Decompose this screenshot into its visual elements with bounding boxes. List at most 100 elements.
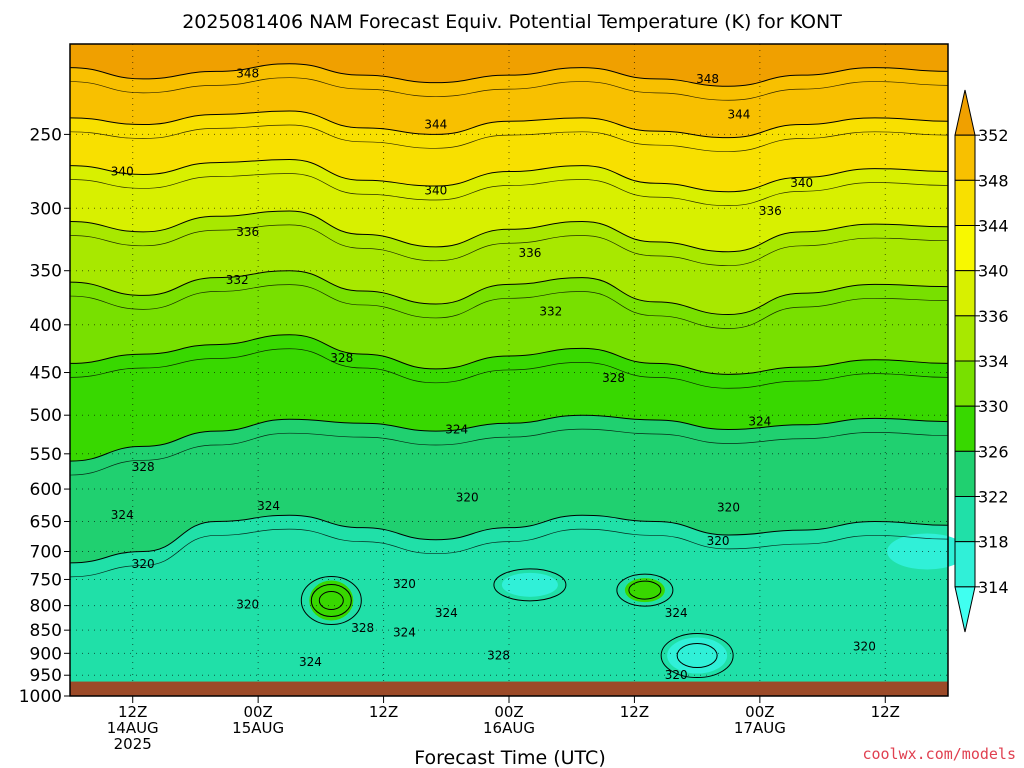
contour-label-0: 348 — [236, 66, 259, 80]
contour-label-5: 340 — [424, 183, 447, 197]
colorbar-seg-3 — [954, 225, 976, 272]
colorbar-cap-top — [954, 89, 976, 136]
x-tick-label-54-0: 12Z — [620, 703, 649, 721]
x-tick-label-18-0: 00Z — [243, 703, 272, 721]
y-tick-label-550: 550 — [30, 445, 62, 465]
contour-layer — [69, 63, 949, 679]
y-tick-label-900: 900 — [30, 644, 62, 664]
contour-332 — [69, 270, 949, 316]
contour-label-30: 328 — [487, 649, 510, 663]
y-tick-label-800: 800 — [30, 597, 62, 617]
y-tick-label-850: 850 — [30, 621, 62, 641]
closed-contour-5 — [493, 568, 567, 602]
contour-label-1: 348 — [696, 72, 719, 86]
plot-fill-layer — [70, 44, 968, 697]
colorbar-seg-9 — [954, 496, 976, 543]
y-tick-label-250: 250 — [30, 125, 62, 145]
contour-label-20: 320 — [717, 501, 740, 515]
contour-label-12: 328 — [330, 351, 353, 365]
contour-label-15: 324 — [748, 415, 771, 429]
contour-label-18: 324 — [257, 499, 280, 513]
x-tick-label-66-1: 17AUG — [734, 719, 786, 737]
contour-minor-328 — [69, 348, 949, 389]
colorbar-cap-bottom — [954, 586, 976, 633]
colorbar-label-314: 314 — [978, 578, 1009, 597]
colorbar-seg-2 — [954, 179, 976, 226]
contour-label-27: 324 — [393, 626, 416, 640]
contour-label-11: 332 — [539, 304, 562, 318]
contour-label-17: 324 — [111, 508, 134, 522]
contour-label-28: 324 — [665, 606, 688, 620]
closed-contour-6 — [660, 633, 734, 679]
x-tick-label-6-0: 12Z — [118, 703, 147, 721]
contour-340 — [69, 159, 949, 193]
y-tick-label-600: 600 — [30, 480, 62, 500]
contour-label-19: 320 — [456, 491, 479, 505]
contour-minor-340 — [69, 173, 949, 207]
grid-layer — [70, 44, 948, 682]
contour-minor-320 — [69, 528, 949, 578]
contour-label-8: 336 — [518, 246, 541, 260]
contour-label-23: 320 — [393, 577, 416, 591]
x-tick-label-30-0: 12Z — [369, 703, 398, 721]
credit-text: coolwx.com/models — [862, 745, 1016, 763]
closed-contour-0 — [300, 576, 362, 626]
colorbar-seg-4 — [954, 270, 976, 317]
x-tick-label-6-1: 14AUG — [107, 719, 159, 737]
warm-pocket-2 — [624, 578, 665, 603]
contour-label-21: 320 — [707, 534, 730, 548]
y-tick-label-1000: 1000 — [19, 687, 62, 707]
closed-contour-3 — [616, 573, 674, 607]
colorbar-label-318: 318 — [978, 533, 1009, 552]
contour-minor-336 — [69, 224, 949, 267]
colorbar-label-330: 330 — [978, 397, 1009, 416]
contour-label-13: 328 — [602, 371, 625, 385]
colorbar-seg-1 — [954, 134, 976, 181]
colorbar-label-326: 326 — [978, 442, 1009, 461]
contour-label-7: 336 — [236, 225, 259, 239]
contour-label-6: 340 — [790, 176, 813, 190]
contour-324 — [69, 414, 949, 462]
contour-344 — [69, 110, 949, 139]
contour-label-29: 320 — [853, 640, 876, 654]
contour-328 — [69, 334, 949, 375]
colorbar-seg-5 — [954, 315, 976, 362]
x-tick-label-6-2: 2025 — [114, 735, 152, 753]
y-tick-label-750: 750 — [30, 570, 62, 590]
warm-pocket-1 — [309, 580, 354, 621]
contour-label-32: 320 — [665, 668, 688, 682]
y-tick-label-400: 400 — [30, 316, 62, 336]
contour-label-16: 328 — [132, 460, 155, 474]
colorbar-label-322: 322 — [978, 488, 1009, 507]
cool-pocket-2 — [667, 637, 728, 674]
contour-label-4: 340 — [111, 165, 134, 179]
y-tick-label-350: 350 — [30, 262, 62, 282]
contour-label-25: 324 — [435, 606, 458, 620]
colorbar-seg-10 — [954, 541, 976, 588]
contour-320 — [69, 514, 949, 564]
y-tick-label-300: 300 — [30, 199, 62, 219]
contour-minor-332 — [69, 284, 949, 329]
contour-label-layer: 348 348 344 344 340 340 340 336 336 336 332 332 328 3… — [111, 66, 876, 682]
contour-minor-324 — [69, 428, 949, 476]
y-tick-label-950: 950 — [30, 666, 62, 686]
colorbar: 352 348 344 340 336 334 330 326 322 318 314 — [954, 89, 1009, 633]
contour-label-22: 320 — [132, 557, 155, 571]
y-tick-label-500: 500 — [30, 406, 62, 426]
x-tick-label-66-0: 00Z — [745, 703, 774, 721]
closed-contour-2 — [318, 591, 344, 611]
contour-label-31: 324 — [299, 655, 322, 669]
x-axis-title: Forecast Time (UTC) — [414, 747, 605, 768]
colorbar-label-352: 352 — [978, 126, 1009, 145]
colorbar-seg-6 — [954, 360, 976, 407]
contour-label-10: 332 — [226, 273, 249, 287]
closed-contour-1 — [310, 584, 352, 618]
closed-contour-7 — [676, 643, 718, 669]
colorbar-seg-7 — [954, 405, 976, 452]
contour-minor-344 — [69, 124, 949, 152]
y-axis: 250 300 350 400 450 500 550 600 650 700 750 800 850 9… — [19, 125, 70, 707]
x-tick-label-42-1: 16AUG — [483, 719, 535, 737]
y-tick-label-450: 450 — [30, 364, 62, 384]
